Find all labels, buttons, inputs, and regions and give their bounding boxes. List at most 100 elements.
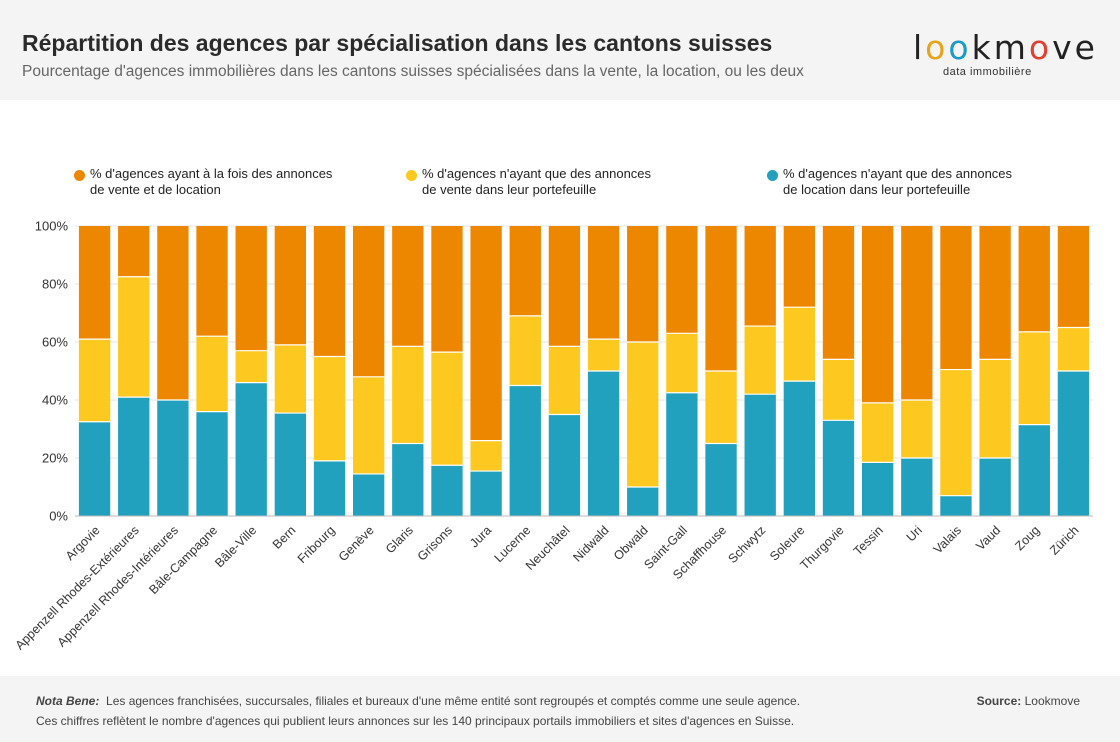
bar-sale	[1018, 331, 1050, 425]
bar-both	[627, 226, 659, 342]
y-tick-label: 20%	[42, 451, 68, 466]
y-tick-label: 80%	[42, 277, 68, 292]
bar-sale	[901, 400, 933, 458]
bar-both	[509, 226, 541, 316]
x-tick-label: Valais	[931, 523, 964, 556]
source-value: Lookmove	[1024, 694, 1080, 708]
bar-rent	[979, 458, 1011, 516]
x-tick-label: Grisons	[415, 523, 455, 563]
bar-sale	[392, 346, 424, 444]
bar-sale	[196, 336, 228, 412]
bar-both	[861, 226, 894, 403]
bar-rent	[783, 381, 816, 516]
lookmove-logo: lookmove data immobilière	[913, 28, 1095, 80]
bar-rent	[1018, 424, 1050, 516]
bar-rent	[157, 400, 189, 516]
bar-both	[940, 226, 972, 370]
note-text: Les agences franchisées, succursales, fi…	[106, 694, 801, 708]
bar-both	[392, 226, 424, 347]
bar-rent	[744, 394, 776, 516]
bar-rent	[313, 460, 346, 516]
footnote-line-2: Ces chiffres reflètent le nombre d'agenc…	[36, 714, 795, 728]
bar-both	[352, 226, 385, 377]
bar-both	[78, 226, 111, 340]
x-tick-label: Uri	[904, 523, 925, 544]
bar-both	[157, 226, 189, 400]
bar-rent	[587, 371, 620, 516]
bar-rent	[196, 411, 228, 516]
bar-sale	[78, 339, 111, 422]
note-label: Nota Bene:	[36, 694, 100, 708]
bar-rent	[627, 487, 659, 516]
y-tick-label: 0%	[49, 509, 68, 524]
x-tick-label: Glaris	[383, 523, 416, 556]
bar-rent	[822, 420, 855, 516]
bar-rent	[901, 458, 933, 516]
x-tick-label: Nidwald	[570, 523, 611, 564]
bar-sale	[313, 356, 346, 461]
logo-letter: v	[1052, 28, 1075, 67]
bar-rent	[1057, 371, 1090, 516]
chart-title: Répartition des agences par spécialisati…	[22, 30, 773, 56]
bar-both	[118, 226, 150, 277]
bar-rent	[431, 465, 463, 516]
logo-wordmark: lookmove	[913, 28, 1098, 67]
legend-label-rent: % d'agences n'ayant que des annonces de l…	[783, 166, 1013, 197]
bar-rent	[705, 443, 737, 516]
legend-dot-sale	[406, 170, 417, 181]
y-tick-label: 60%	[42, 335, 68, 350]
x-tick-label: Zoug	[1012, 523, 1042, 553]
footer: Nota Bene: Les agences franchisées, succ…	[0, 676, 1120, 742]
source-label: Source:	[976, 694, 1022, 708]
bar-sale	[548, 346, 581, 415]
x-tick-label: Fribourg	[295, 523, 338, 566]
bar-both	[744, 226, 776, 327]
bar-both	[979, 226, 1011, 360]
bar-both	[783, 226, 816, 308]
chart-subtitle: Pourcentage d'agences immobilières dans …	[22, 63, 804, 80]
bar-both	[196, 226, 228, 337]
bar-sale	[979, 359, 1011, 458]
legend-label-sale: % d'agences n'ayant que des annonces de v…	[422, 166, 652, 197]
header: Répartition des agences par spécialisati…	[0, 0, 1120, 100]
logo-letter: o	[925, 28, 949, 67]
footnote-line-1: Nota Bene: Les agences franchisées, succ…	[36, 694, 800, 708]
bar-both	[1057, 226, 1090, 328]
logo-letter: l	[913, 28, 926, 67]
bar-sale	[431, 352, 463, 466]
logo-letter: o	[1028, 28, 1053, 67]
bar-sale	[627, 342, 659, 487]
bar-sale	[470, 440, 502, 472]
x-tick-label: Bâle-Ville	[212, 523, 259, 570]
bar-sale	[1057, 327, 1090, 371]
bar-sale	[352, 376, 385, 474]
bar-both	[431, 226, 463, 353]
bar-both	[666, 226, 698, 334]
bar-sale	[861, 402, 894, 463]
bar-rent	[470, 471, 502, 516]
legend-dot-rent	[767, 170, 778, 181]
x-tick-label: Vaud	[973, 523, 1003, 553]
bar-sale	[744, 326, 776, 395]
bar-both	[1018, 226, 1050, 332]
bar-both	[901, 226, 933, 400]
legend-dot-both	[74, 170, 85, 181]
x-tick-label: Tessin	[851, 523, 886, 558]
logo-letter: o	[948, 28, 972, 67]
bar-both	[235, 226, 267, 351]
x-tick-label: Genève	[336, 523, 377, 564]
legend-label-both: % d'agences ayant à la fois des annonces…	[90, 166, 333, 197]
bar-sale	[822, 359, 855, 421]
bar-rent	[940, 495, 972, 516]
bar-rent	[118, 397, 150, 516]
bar-sale	[666, 333, 698, 393]
logo-letter: m	[993, 28, 1029, 67]
x-tick-label: Bern	[270, 523, 299, 552]
logo-letter: e	[1074, 28, 1098, 67]
bar-rent	[392, 443, 424, 516]
bar-rent	[352, 473, 385, 516]
bar-sale	[235, 350, 267, 383]
bar-both	[274, 226, 307, 345]
bar-rent	[274, 413, 307, 516]
